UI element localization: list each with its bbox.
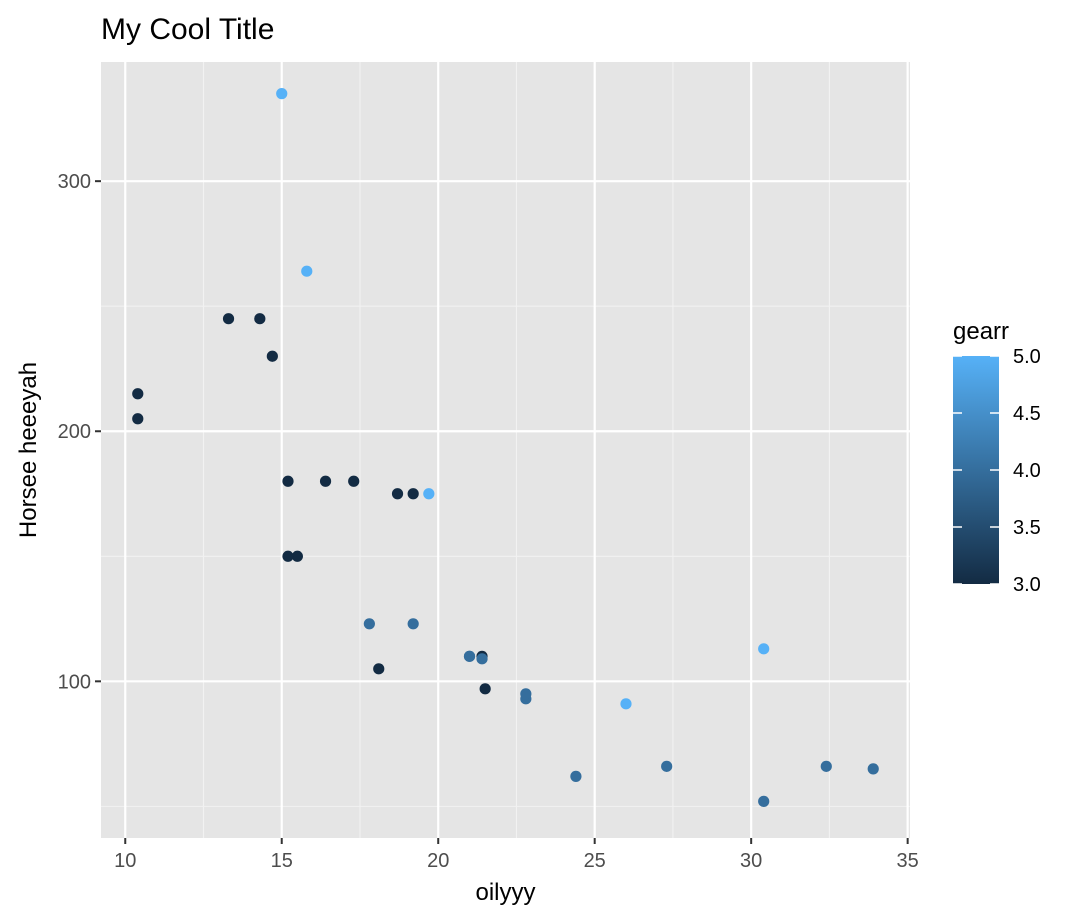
- y-axis-title: Horsee heeeyah: [15, 362, 42, 538]
- x-tick-label: 30: [740, 850, 762, 872]
- x-tick-label: 35: [897, 850, 919, 872]
- data-point: [132, 413, 144, 425]
- data-point: [301, 265, 313, 277]
- data-point: [282, 475, 294, 487]
- legend-labels: 3.0 3.5 4.0 4.5 5.0: [1013, 346, 1041, 596]
- data-points: [132, 88, 879, 807]
- data-point: [363, 618, 375, 630]
- data-point: [476, 653, 488, 665]
- data-point: [132, 388, 144, 400]
- data-point: [276, 88, 288, 100]
- x-tick-label: 10: [114, 850, 136, 872]
- data-point: [348, 475, 360, 487]
- legend-title: gearr: [953, 318, 1009, 345]
- data-point: [620, 698, 632, 710]
- data-point: [291, 550, 303, 562]
- legend: gearr 3.0 3.5 4.0 4.5 5.0: [953, 318, 1041, 596]
- data-point: [254, 313, 266, 325]
- axis-ticks: [95, 180, 909, 844]
- x-tick-label: 20: [427, 850, 449, 872]
- legend-label: 4.0: [1013, 460, 1041, 482]
- data-point: [758, 643, 770, 655]
- data-point: [407, 618, 419, 630]
- x-tick-label: 25: [584, 850, 606, 872]
- tick-labels: 10 15 20 25 30 35 100 200 300: [58, 171, 919, 872]
- data-point: [407, 488, 419, 500]
- y-tick-label: 200: [58, 421, 91, 443]
- chart-title: My Cool Title: [101, 13, 274, 46]
- data-point: [820, 760, 832, 772]
- data-point: [661, 760, 673, 772]
- legend-ticks: [953, 355, 999, 585]
- legend-label: 5.0: [1013, 346, 1041, 368]
- data-point: [423, 488, 435, 500]
- data-point: [463, 650, 476, 662]
- data-point: [282, 550, 294, 562]
- legend-label: 4.5: [1013, 403, 1041, 425]
- y-tick-label: 100: [58, 671, 91, 693]
- data-point: [391, 488, 404, 500]
- data-point: [373, 663, 385, 675]
- data-point: [319, 475, 332, 487]
- data-point: [570, 770, 582, 782]
- data-point: [266, 350, 278, 362]
- data-point: [520, 688, 532, 700]
- x-tick-label: 15: [271, 850, 293, 872]
- legend-label: 3.5: [1013, 517, 1041, 539]
- data-point: [867, 763, 879, 775]
- data-point: [758, 795, 770, 807]
- minor-grid-lines: [101, 62, 910, 838]
- data-point: [479, 683, 491, 695]
- plot-panel: [101, 62, 910, 838]
- legend-label: 3.0: [1013, 574, 1041, 596]
- data-point: [222, 313, 235, 325]
- x-axis-title: oilyyy: [475, 879, 535, 906]
- y-tick-label: 300: [58, 171, 91, 193]
- major-grid-lines: [101, 62, 910, 838]
